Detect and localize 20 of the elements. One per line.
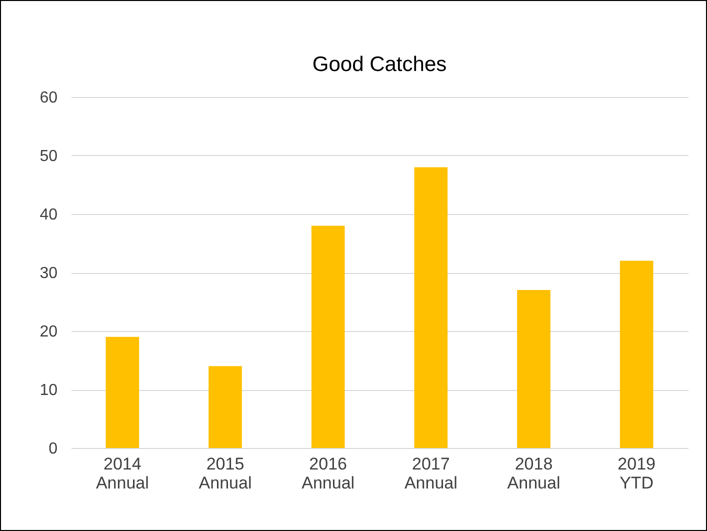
- y-tick-label: 20: [40, 324, 58, 340]
- bar: [106, 336, 140, 448]
- x-tick-label: 2014 Annual: [96, 454, 149, 492]
- x-tick-label: 2018 Annual: [507, 454, 560, 492]
- x-tick-label: 2017 Annual: [404, 454, 458, 492]
- chart-title: Good Catches: [312, 53, 447, 76]
- y-tick-label: 30: [40, 265, 58, 282]
- y-tick-label: 10: [40, 382, 58, 399]
- x-tick-label: 2019 YTD: [618, 454, 656, 492]
- bar: [620, 260, 654, 448]
- bar: [208, 366, 242, 448]
- y-tick-label: 40: [40, 206, 58, 224]
- y-tick-label: 0: [48, 440, 58, 458]
- x-tick-label: 2015 Annual: [198, 454, 252, 492]
- y-tick-label: 50: [40, 148, 58, 165]
- bar: [414, 167, 448, 448]
- bar: [517, 290, 550, 448]
- x-tick-label: 2016 Annual: [302, 454, 355, 492]
- y-tick-label: 60: [40, 90, 58, 106]
- bar: [311, 226, 345, 448]
